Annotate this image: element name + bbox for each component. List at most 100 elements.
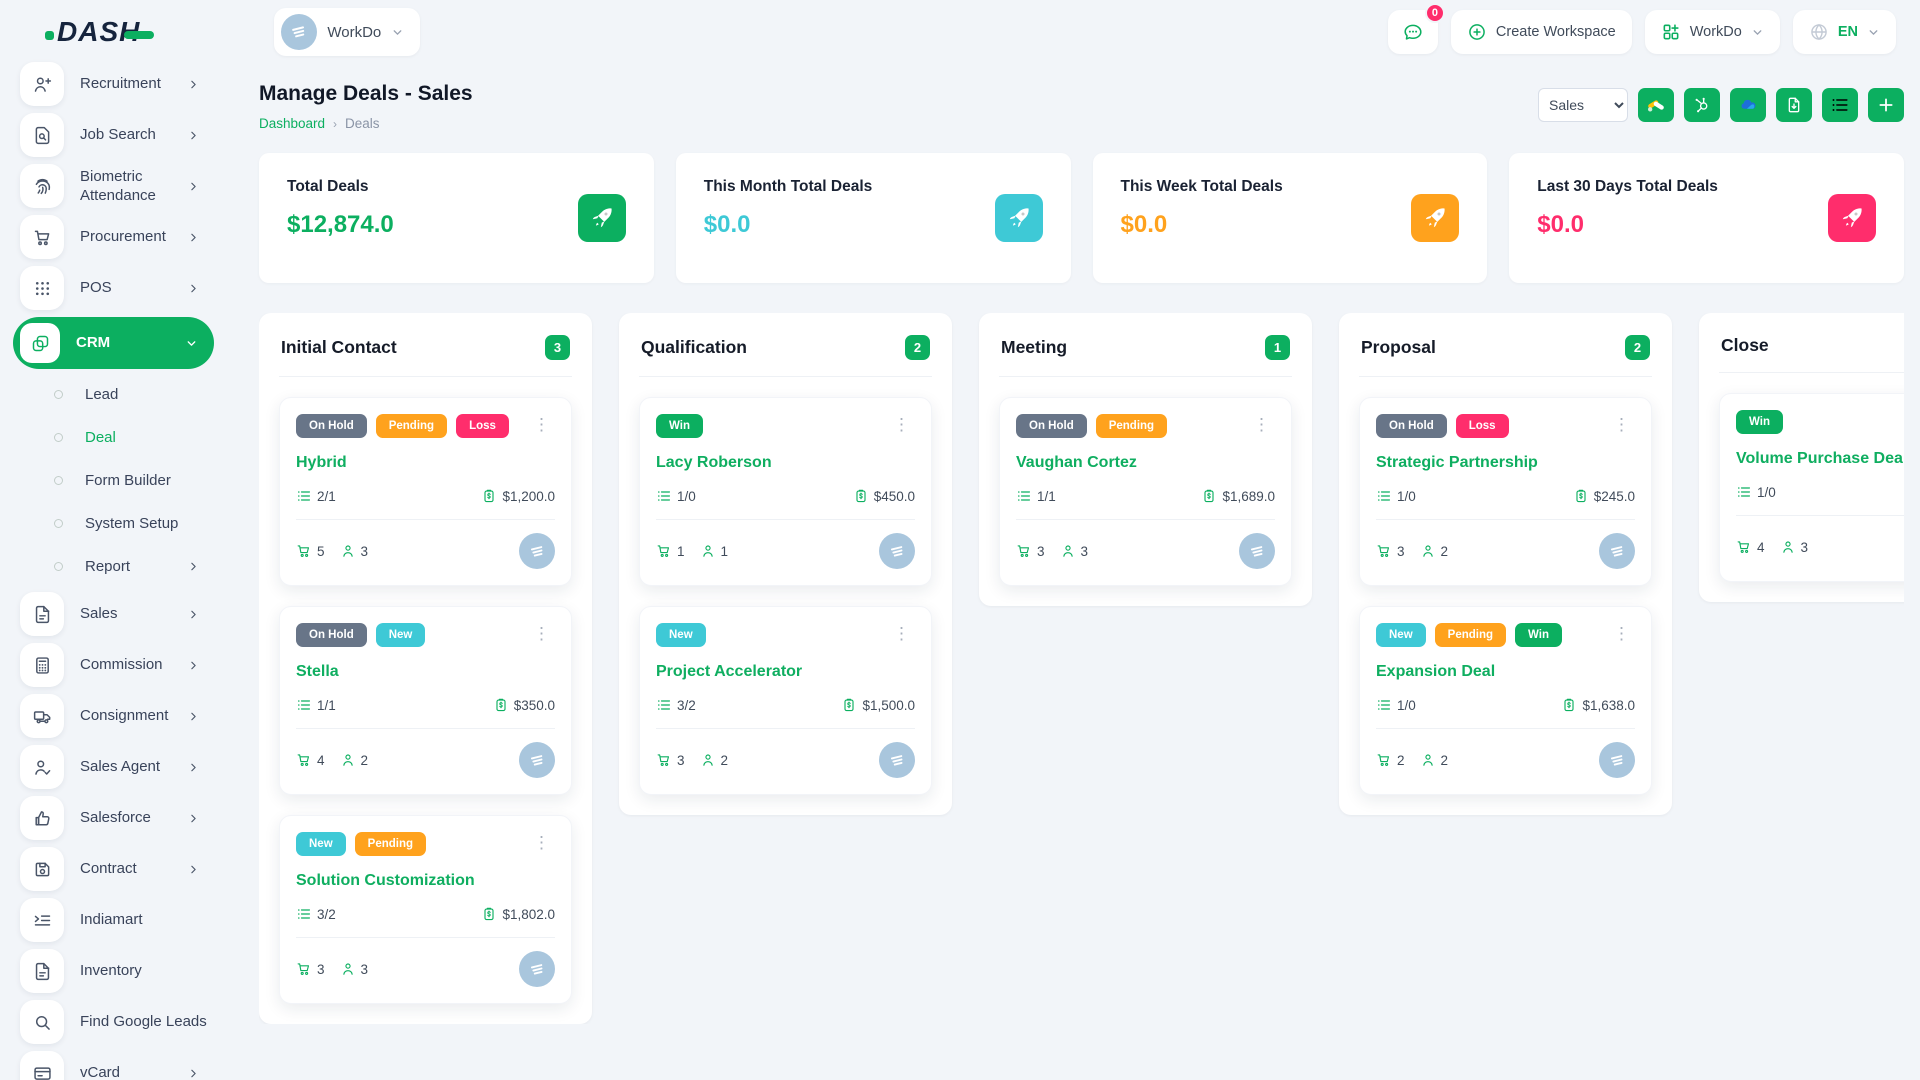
deal-avatar[interactable] bbox=[879, 533, 915, 569]
deal-avatar[interactable] bbox=[519, 533, 555, 569]
deal-avatar[interactable] bbox=[879, 742, 915, 778]
deal-name[interactable]: Strategic Partnership bbox=[1376, 454, 1538, 471]
stat-label: This Month Total Deals bbox=[703, 178, 873, 195]
deal-products-count: 5 bbox=[317, 543, 325, 559]
app-logo[interactable]: DASH bbox=[45, 16, 155, 48]
indent-list-icon bbox=[20, 898, 64, 942]
sidebar-subitem-report[interactable]: Report bbox=[0, 545, 222, 588]
tasks-list-icon bbox=[656, 697, 672, 713]
sidebar-subitem-system-setup[interactable]: System Setup bbox=[0, 502, 222, 545]
deal-card[interactable]: On Hold Pending Loss ⋮ Hybrid 2/1 $1,200.0 5 3 bbox=[279, 397, 572, 586]
sidebar-item-procurement[interactable]: Procurement bbox=[0, 212, 222, 262]
export-button[interactable] bbox=[1776, 88, 1812, 122]
cart-icon bbox=[296, 752, 312, 768]
globe-icon bbox=[1811, 23, 1827, 41]
chevron-down-icon bbox=[391, 26, 404, 39]
grid-plus-icon bbox=[1663, 24, 1679, 40]
create-workspace-label: Create Workspace bbox=[1495, 24, 1616, 40]
deal-amount: $350.0 bbox=[513, 697, 555, 713]
create-workspace-button[interactable]: Create Workspace bbox=[1450, 10, 1632, 54]
kebab-menu-icon[interactable]: ⋮ bbox=[533, 624, 550, 643]
deal-avatar[interactable] bbox=[519, 951, 555, 987]
sidebar-item-find-google-leads[interactable]: Find Google Leads bbox=[0, 997, 222, 1047]
kanban-column-proposal: Proposal 2 On Hold Loss ⋮ Strategic Partnersh… bbox=[1339, 313, 1672, 815]
deal-card[interactable]: On Hold Pending ⋮ Vaughan Cortez 1/1 $1,689.0… bbox=[999, 397, 1292, 586]
sidebar-item-sales-agent[interactable]: Sales Agent bbox=[0, 742, 222, 792]
deal-name[interactable]: Expansion Deal bbox=[1376, 663, 1496, 680]
file-icon bbox=[20, 949, 64, 993]
fingerprint-icon bbox=[20, 164, 64, 208]
sidebar-item-commission[interactable]: Commission bbox=[0, 640, 222, 690]
deal-name[interactable]: Vaughan Cortez bbox=[1016, 454, 1137, 471]
sidebar-item-pos[interactable]: POS bbox=[0, 263, 222, 313]
sidebar-item-consignment[interactable]: Consignment bbox=[0, 691, 222, 741]
workspace-switcher[interactable]: WorkDo bbox=[274, 8, 421, 56]
chevron-right-icon bbox=[187, 560, 200, 573]
bullet-icon bbox=[54, 562, 63, 571]
sidebar-item-salesforce[interactable]: Salesforce bbox=[0, 793, 222, 843]
column-title: Close bbox=[1721, 335, 1769, 355]
breadcrumb-dashboard-link[interactable]: Dashboard bbox=[259, 116, 326, 131]
deal-card[interactable]: New ⋮ Project Accelerator 3/2 $1,500.0 3 2 bbox=[639, 606, 932, 795]
sidebar-item-indiamart[interactable]: Indiamart bbox=[0, 895, 222, 945]
google-ads-button[interactable] bbox=[1638, 88, 1674, 122]
sidebar-item-inventory[interactable]: Inventory bbox=[0, 946, 222, 996]
kebab-menu-icon[interactable]: ⋮ bbox=[893, 624, 910, 643]
deal-avatar[interactable] bbox=[519, 742, 555, 778]
kebab-menu-icon[interactable]: ⋮ bbox=[533, 833, 550, 852]
bullet-icon bbox=[54, 390, 63, 399]
workdo-menu-button[interactable]: WorkDo bbox=[1644, 10, 1780, 54]
deal-avatar[interactable] bbox=[1239, 533, 1275, 569]
sidebar-subitem-deal[interactable]: Deal bbox=[0, 416, 222, 459]
list-view-button[interactable] bbox=[1822, 88, 1858, 122]
user-icon bbox=[700, 543, 716, 559]
user-icon bbox=[1060, 543, 1076, 559]
deal-card[interactable]: On Hold New ⋮ Stella 1/1 $350.0 4 2 bbox=[279, 606, 572, 795]
deal-avatar[interactable] bbox=[1599, 742, 1635, 778]
sidebar-item-vcard[interactable]: vCard bbox=[0, 1048, 222, 1080]
sidebar-subitem-form-builder[interactable]: Form Builder bbox=[0, 459, 222, 502]
deal-name[interactable]: Lacy Roberson bbox=[656, 454, 772, 471]
deal-name[interactable]: Volume Purchase Deal bbox=[1736, 450, 1904, 467]
deal-card[interactable]: Win ⋮ Lacy Roberson 1/0 $450.0 1 1 bbox=[639, 397, 932, 586]
deal-avatar[interactable] bbox=[1599, 533, 1635, 569]
building-icon bbox=[888, 751, 907, 770]
deal-card[interactable]: New Pending ⋮ Solution Customization 3/2 $1,8… bbox=[279, 815, 572, 1004]
deal-name[interactable]: Hybrid bbox=[296, 454, 347, 471]
status-badge: Pending bbox=[1434, 623, 1507, 647]
stat-value: $0.0 bbox=[1537, 211, 1584, 238]
kebab-menu-icon[interactable]: ⋮ bbox=[1253, 415, 1270, 434]
sidebar-item-sales[interactable]: Sales bbox=[0, 589, 222, 639]
deal-card[interactable]: On Hold Loss ⋮ Strategic Partnership 1/0 $245… bbox=[1359, 397, 1652, 586]
column-title: Meeting bbox=[1001, 337, 1068, 357]
deal-name[interactable]: Solution Customization bbox=[296, 872, 475, 889]
id-card-icon bbox=[20, 1051, 64, 1080]
sidebar-item-recruitment[interactable]: Recruitment bbox=[0, 59, 222, 109]
kebab-menu-icon[interactable]: ⋮ bbox=[533, 415, 550, 434]
sidebar-item-crm[interactable]: CRM bbox=[13, 317, 214, 369]
deal-name[interactable]: Project Accelerator bbox=[656, 663, 803, 680]
deal-users-count: 2 bbox=[1440, 543, 1449, 559]
deal-name[interactable]: Stella bbox=[296, 663, 339, 680]
hubspot-button[interactable] bbox=[1684, 88, 1720, 122]
building-icon bbox=[1608, 751, 1627, 770]
deal-card[interactable]: New Pending Win ⋮ Expansion Deal 1/0 $1,638.0 2… bbox=[1359, 606, 1652, 795]
pipeline-select[interactable]: Sales bbox=[1538, 88, 1628, 122]
add-deal-button[interactable] bbox=[1868, 88, 1904, 122]
onedrive-button[interactable] bbox=[1730, 88, 1766, 122]
floppy-icon bbox=[20, 847, 64, 891]
messages-button[interactable]: 0 bbox=[1387, 3, 1445, 54]
sidebar-item-contract[interactable]: Contract bbox=[0, 844, 222, 894]
building-icon bbox=[888, 542, 907, 561]
kebab-menu-icon[interactable]: ⋮ bbox=[1613, 415, 1630, 434]
grid-dots-icon bbox=[20, 266, 64, 310]
sidebar-subitem-lead[interactable]: Lead bbox=[0, 373, 222, 416]
language-selector[interactable]: EN bbox=[1792, 10, 1896, 54]
kebab-menu-icon[interactable]: ⋮ bbox=[1613, 624, 1630, 643]
sidebar-item-biometric-attendance[interactable]: Biometric Attendance bbox=[0, 161, 222, 211]
export-doc-icon bbox=[1784, 95, 1804, 115]
sidebar-item-job-search[interactable]: Job Search bbox=[0, 110, 222, 160]
kebab-menu-icon[interactable]: ⋮ bbox=[893, 415, 910, 434]
bullet-icon bbox=[54, 519, 63, 528]
